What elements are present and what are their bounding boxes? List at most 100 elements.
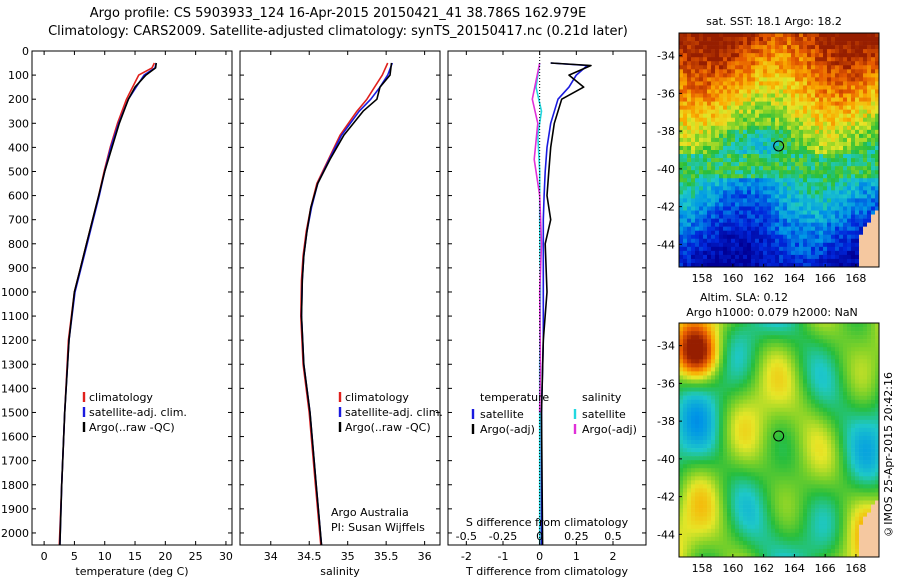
sla-argo-location-marker xyxy=(773,430,785,442)
depth-tick-label: 1800 xyxy=(1,479,29,492)
difference-s-xtick-label: 0.5 xyxy=(604,530,622,543)
difference-s-xlabel: S difference from climatology xyxy=(466,516,629,529)
temperature-xtick-label: 10 xyxy=(98,550,112,563)
sla-map-lon-label: 158 xyxy=(692,562,713,575)
difference-t-xtick-label: -1 xyxy=(498,550,509,563)
depth-tick-label: 200 xyxy=(8,93,29,106)
temperature-xtick-label: 20 xyxy=(158,550,172,563)
difference-legend-t-label: satellite xyxy=(480,408,524,421)
sla-map-title-line2: Argo h1000: 0.079 h2000: NaN xyxy=(686,306,858,319)
salinity-xtick-label: 34 xyxy=(264,550,278,563)
difference-t-xlabel: T difference from climatology xyxy=(465,565,628,578)
salinity-line-argo-raw-qc- xyxy=(300,62,393,546)
salinity-annotation-line1: Argo Australia xyxy=(331,506,409,519)
sst-map-frame xyxy=(678,32,880,268)
depth-tick-label: 2000 xyxy=(1,527,29,540)
salinity-legend-label: climatology xyxy=(345,391,409,404)
sla-map-frame xyxy=(678,322,880,558)
depth-tick-label: 1300 xyxy=(1,358,29,371)
depth-tick-label: 800 xyxy=(8,238,29,251)
sst-argo-location-marker xyxy=(773,140,785,152)
temperature-xtick-label: 25 xyxy=(189,550,203,563)
difference-t-xtick-label: 0 xyxy=(536,550,543,563)
depth-tick-label: 1400 xyxy=(1,382,29,395)
difference-s-xtick-label: -0.5 xyxy=(456,530,477,543)
depth-tick-label: 1600 xyxy=(1,431,29,444)
difference-t-xtick-label: 2 xyxy=(610,550,617,563)
depth-tick-label: 100 xyxy=(8,69,29,82)
salinity-legend-label: Argo(..raw -QC) xyxy=(345,421,431,434)
sla-map-title-line1: Altim. SLA: 0.12 xyxy=(700,291,788,304)
depth-tick-label: 700 xyxy=(8,214,29,227)
difference-t-xtick-label: -2 xyxy=(461,550,472,563)
temperature-xlabel: temperature (deg C) xyxy=(75,565,188,578)
temperature-legend-label: satellite-adj. clim. xyxy=(89,406,187,419)
sla-map-lat-label: -42 xyxy=(657,491,675,504)
temperature-xtick-label: 5 xyxy=(71,550,78,563)
sst-map-lat-label: -44 xyxy=(657,238,675,251)
sla-map-lon-label: 164 xyxy=(784,562,805,575)
sst-map-lon-label: 162 xyxy=(753,272,774,285)
difference-legend-t-title: temperature xyxy=(480,391,549,404)
salinity-xtick-label: 36 xyxy=(418,550,432,563)
temperature-line-argo-raw-qc- xyxy=(59,62,157,546)
sst-map-lat-label: -36 xyxy=(657,87,675,100)
difference-legend-t-label: Argo(-adj) xyxy=(480,423,535,436)
salinity-xtick-label: 35 xyxy=(341,550,355,563)
difference-line-temperature-argo-adj- xyxy=(540,62,592,546)
temperature-xtick-label: 15 xyxy=(128,550,142,563)
salinity-xtick-label: 34.5 xyxy=(297,550,322,563)
difference-s-xtick-label: -0.25 xyxy=(489,530,517,543)
depth-tick-label: 1100 xyxy=(1,310,29,323)
sst-map-lon-label: 158 xyxy=(692,272,713,285)
depth-tick-label: 400 xyxy=(8,141,29,154)
sla-map-cells xyxy=(679,323,880,558)
depth-tick-label: 1000 xyxy=(1,286,29,299)
sla-map-lat-label: -34 xyxy=(657,340,675,353)
depth-tick-label: 500 xyxy=(8,165,29,178)
salinity-xlabel: salinity xyxy=(320,565,360,578)
difference-legend-s-title: salinity xyxy=(582,391,622,404)
depth-tick-label: 600 xyxy=(8,190,29,203)
depth-tick-label: 300 xyxy=(8,117,29,130)
sst-map-lat-label: -38 xyxy=(657,125,675,138)
imos-credit: ©IMOS 25-Apr-2015 20:42:16 xyxy=(882,372,895,538)
figure-title-line1: Argo profile: CS 5903933_124 16-Apr-2015… xyxy=(89,6,587,21)
salinity-xtick-label: 35.5 xyxy=(374,550,399,563)
sla-map-lat-label: -38 xyxy=(657,415,675,428)
temperature-xtick-label: 30 xyxy=(219,550,233,563)
difference-legend-s-label: Argo(-adj) xyxy=(582,423,637,436)
depth-tick-label: 1500 xyxy=(1,406,29,419)
temperature-line-satellite-adj-clim- xyxy=(59,62,157,546)
temperature-legend-label: Argo(..raw -QC) xyxy=(89,421,175,434)
salinity-legend-label: satellite-adj. clim. xyxy=(345,406,443,419)
sst-map-lon-label: 166 xyxy=(815,272,836,285)
sla-map-lon-label: 166 xyxy=(815,562,836,575)
sla-map-lat-label: -40 xyxy=(657,453,675,466)
sst-map-lon-label: 160 xyxy=(722,272,743,285)
depth-tick-label: 1900 xyxy=(1,503,29,516)
sst-map-title: sat. SST: 18.1 Argo: 18.2 xyxy=(706,15,842,28)
sla-map-lat-label: -44 xyxy=(657,528,675,541)
temperature-xtick-label: 0 xyxy=(41,550,48,563)
sst-map-lat-label: -42 xyxy=(657,201,675,214)
difference-legend-s-label: satellite xyxy=(582,408,626,421)
sst-map-lon-label: 168 xyxy=(845,272,866,285)
difference-plot-frame xyxy=(447,50,647,546)
depth-tick-label: 1700 xyxy=(1,455,29,468)
depth-tick-label: 1200 xyxy=(1,334,29,347)
salinity-annotation-line2: PI: Susan Wijffels xyxy=(331,521,425,534)
difference-t-xtick-label: 1 xyxy=(573,550,580,563)
figure-title-line2: Climatology: CARS2009. Satellite-adjuste… xyxy=(48,24,628,39)
sst-map-lat-label: -40 xyxy=(657,163,675,176)
difference-s-xtick-label: 0 xyxy=(536,530,543,543)
sst-map-lon-label: 164 xyxy=(784,272,805,285)
temperature-legend-label: climatology xyxy=(89,391,153,404)
sla-map-lon-label: 162 xyxy=(753,562,774,575)
sst-map-cells xyxy=(679,33,880,268)
sla-map-lat-label: -36 xyxy=(657,377,675,390)
sst-map-lat-label: -34 xyxy=(657,50,675,63)
depth-tick-label: 0 xyxy=(22,45,29,58)
temperature-plot-frame xyxy=(31,50,233,546)
depth-tick-label: 900 xyxy=(8,262,29,275)
